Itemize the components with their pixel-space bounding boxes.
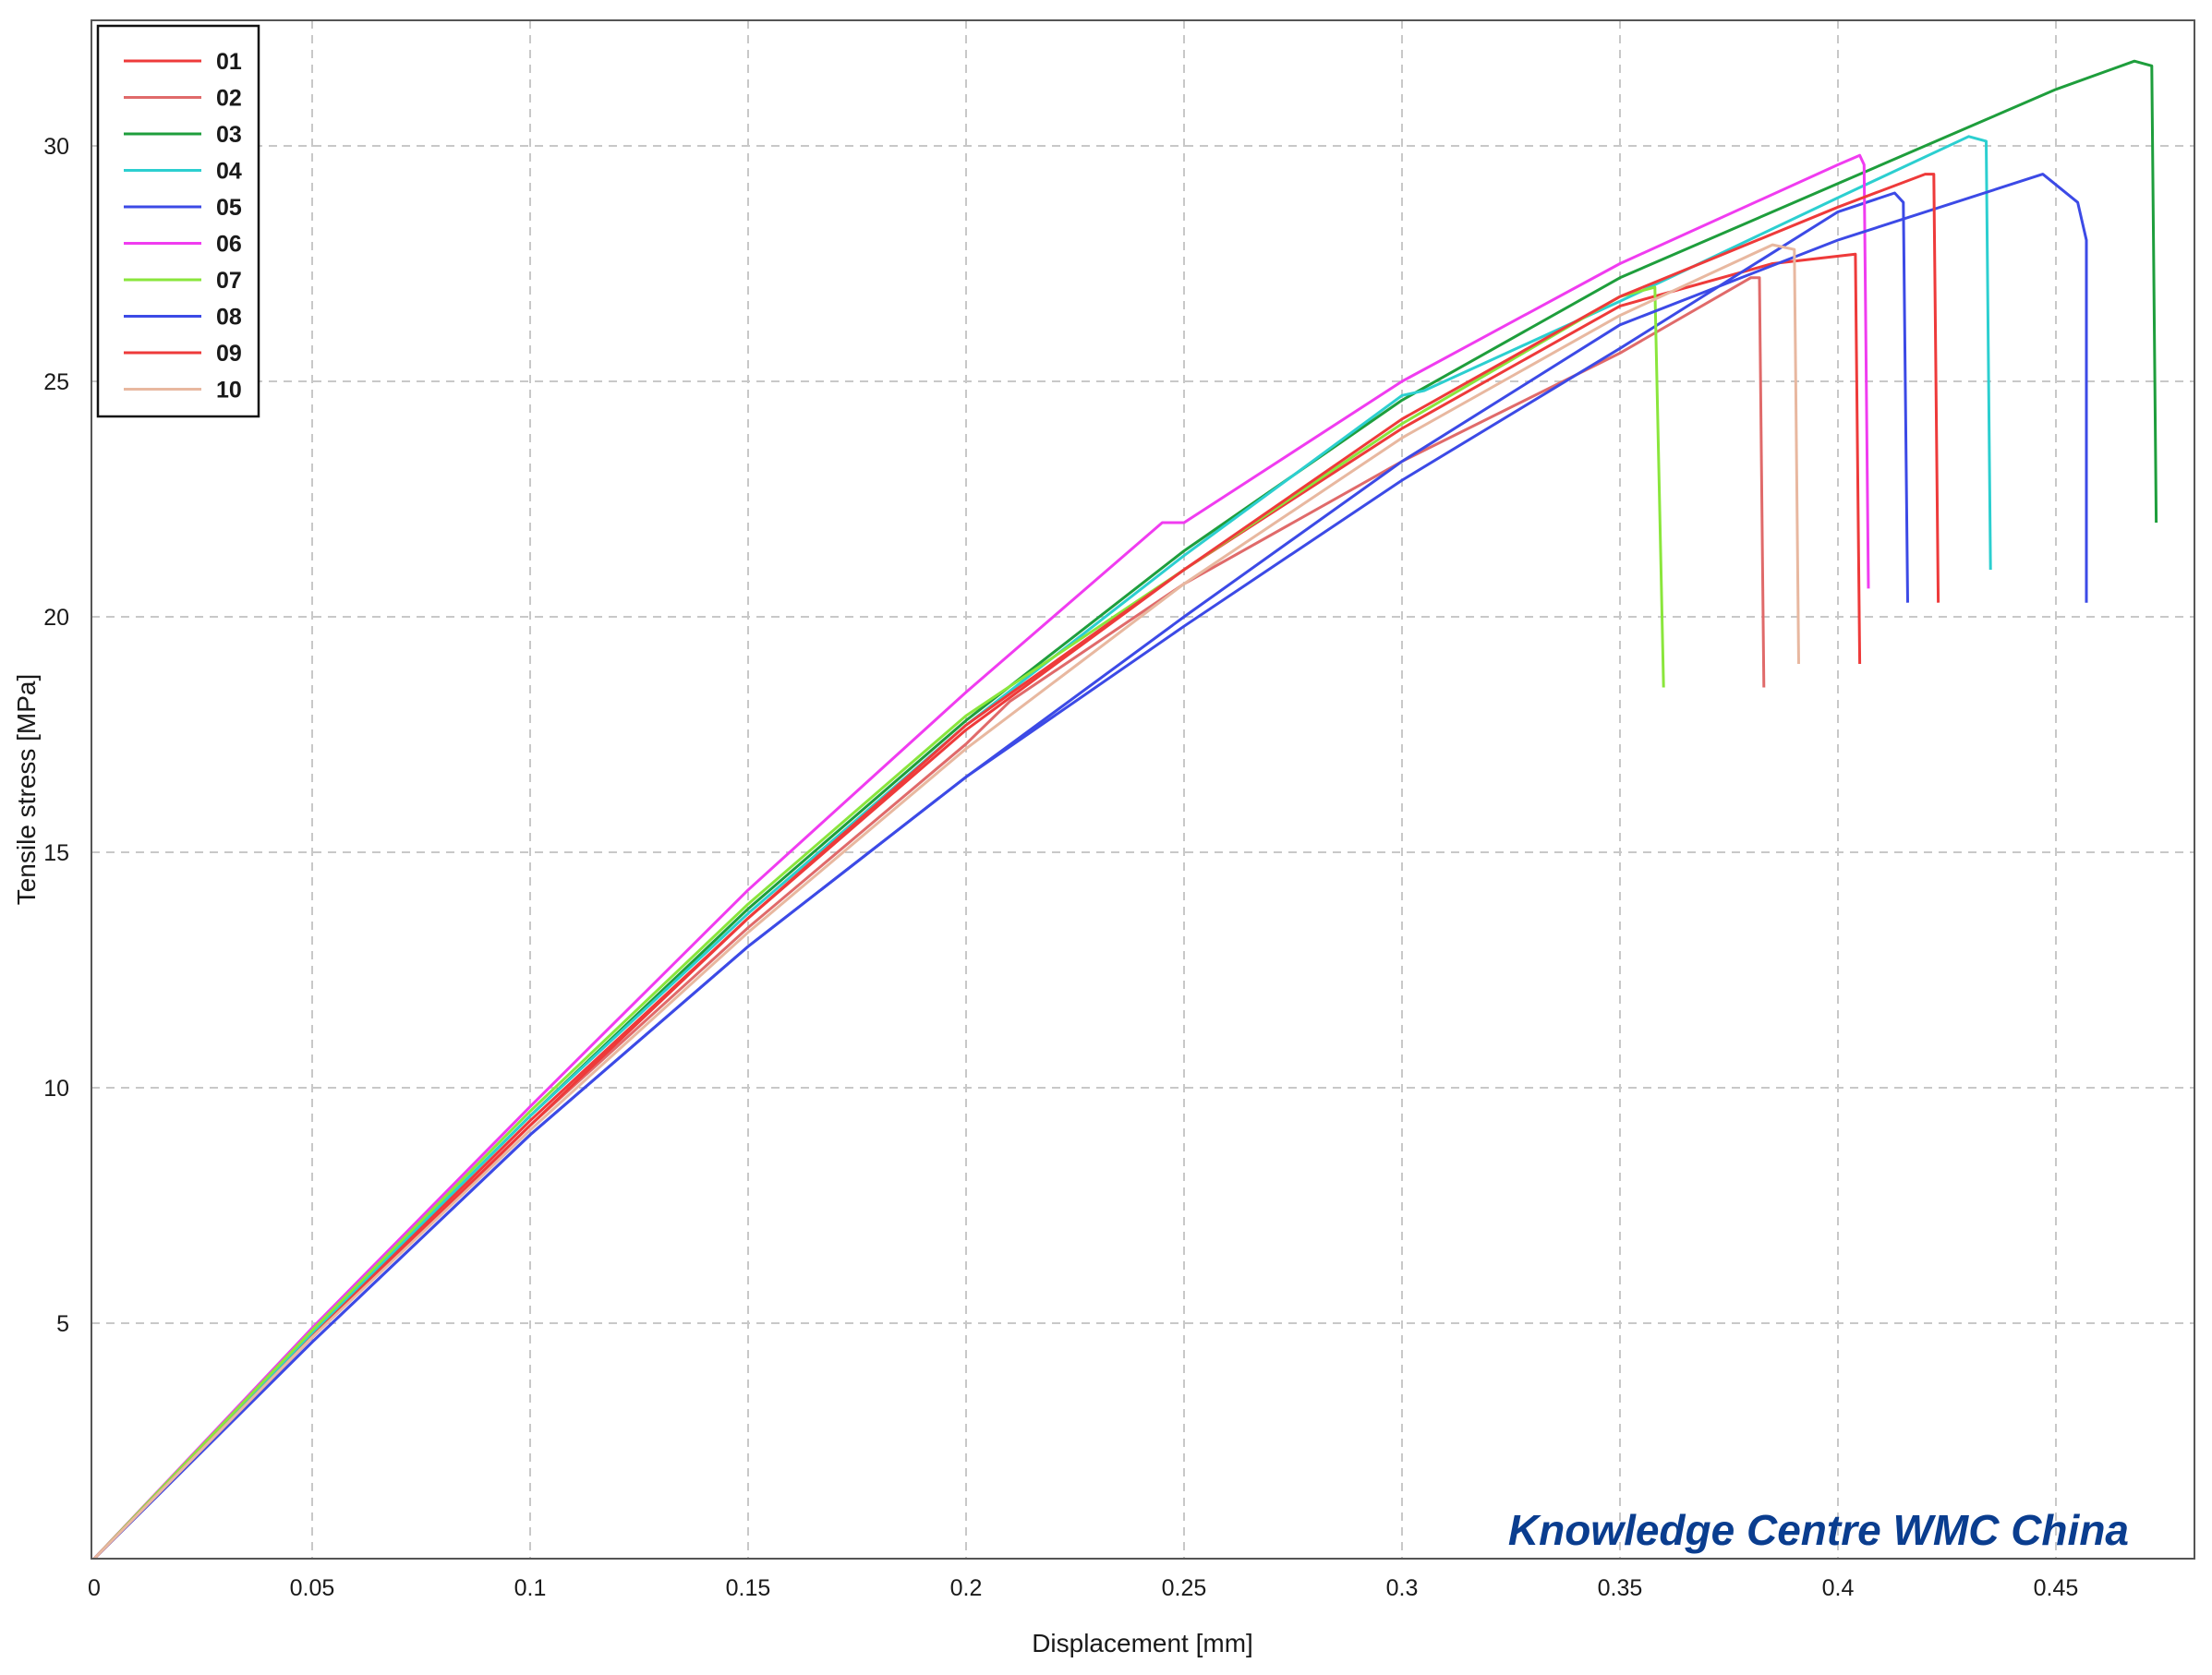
series-line-09 xyxy=(92,173,1940,1561)
x-tick-label: 0.25 xyxy=(1162,1575,1207,1601)
x-tick-label: 0.4 xyxy=(1822,1575,1855,1601)
series-line-04 xyxy=(92,135,1992,1561)
legend-label-10: 10 xyxy=(216,378,242,404)
x-axis-label: Displacement [mm] xyxy=(1032,1629,1253,1657)
series-line-10 xyxy=(92,243,1800,1561)
series-line-05 xyxy=(92,191,1909,1561)
grid xyxy=(91,20,2194,1559)
legend-label-07: 07 xyxy=(216,268,242,294)
series-line-02 xyxy=(92,276,1766,1561)
legend: 01 02 03 04 05 06 07 08 09 10 xyxy=(96,24,260,418)
series-lines xyxy=(92,59,2158,1561)
series-line-01 xyxy=(92,252,1862,1561)
legend-label-05: 05 xyxy=(216,195,242,221)
series-line-07 xyxy=(92,285,1665,1561)
y-tick-label: 15 xyxy=(43,840,69,866)
y-tick-labels: 5 10 15 20 25 30 xyxy=(43,134,69,1337)
legend-label-01: 01 xyxy=(216,49,242,75)
x-tick-label: 0.15 xyxy=(726,1575,771,1601)
y-tick-label: 20 xyxy=(43,605,69,631)
y-tick-label: 5 xyxy=(56,1311,69,1337)
x-tick-label: 0 xyxy=(88,1575,101,1601)
plot-frame xyxy=(91,19,2195,1560)
legend-label-02: 02 xyxy=(216,86,242,112)
watermark-text: Knowledge Centre WMC China xyxy=(1508,1506,2129,1554)
x-tick-labels: 0 0.05 0.1 0.15 0.2 0.25 0.3 0.35 0.4 0.45 xyxy=(88,1575,2078,1601)
series-line-08 xyxy=(92,173,2088,1561)
x-tick-label: 0.05 xyxy=(290,1575,335,1601)
x-tick-label: 0.45 xyxy=(2034,1575,2079,1601)
x-tick-label: 0.35 xyxy=(1598,1575,1643,1601)
x-tick-label: 0.1 xyxy=(514,1575,547,1601)
x-tick-label: 0.2 xyxy=(950,1575,983,1601)
y-tick-label: 30 xyxy=(43,134,69,160)
legend-label-04: 04 xyxy=(216,159,242,185)
y-tick-label: 25 xyxy=(43,369,69,395)
legend-label-09: 09 xyxy=(216,341,242,367)
x-tick-label: 0.3 xyxy=(1386,1575,1419,1601)
legend-label-03: 03 xyxy=(216,122,242,148)
legend-label-08: 08 xyxy=(216,305,242,331)
series-line-06 xyxy=(92,153,1870,1561)
y-axis-label: Tensile stress [MPa] xyxy=(12,674,41,906)
legend-label-06: 06 xyxy=(216,232,242,258)
series-line-03 xyxy=(92,59,2158,1561)
y-tick-label: 10 xyxy=(43,1076,69,1102)
